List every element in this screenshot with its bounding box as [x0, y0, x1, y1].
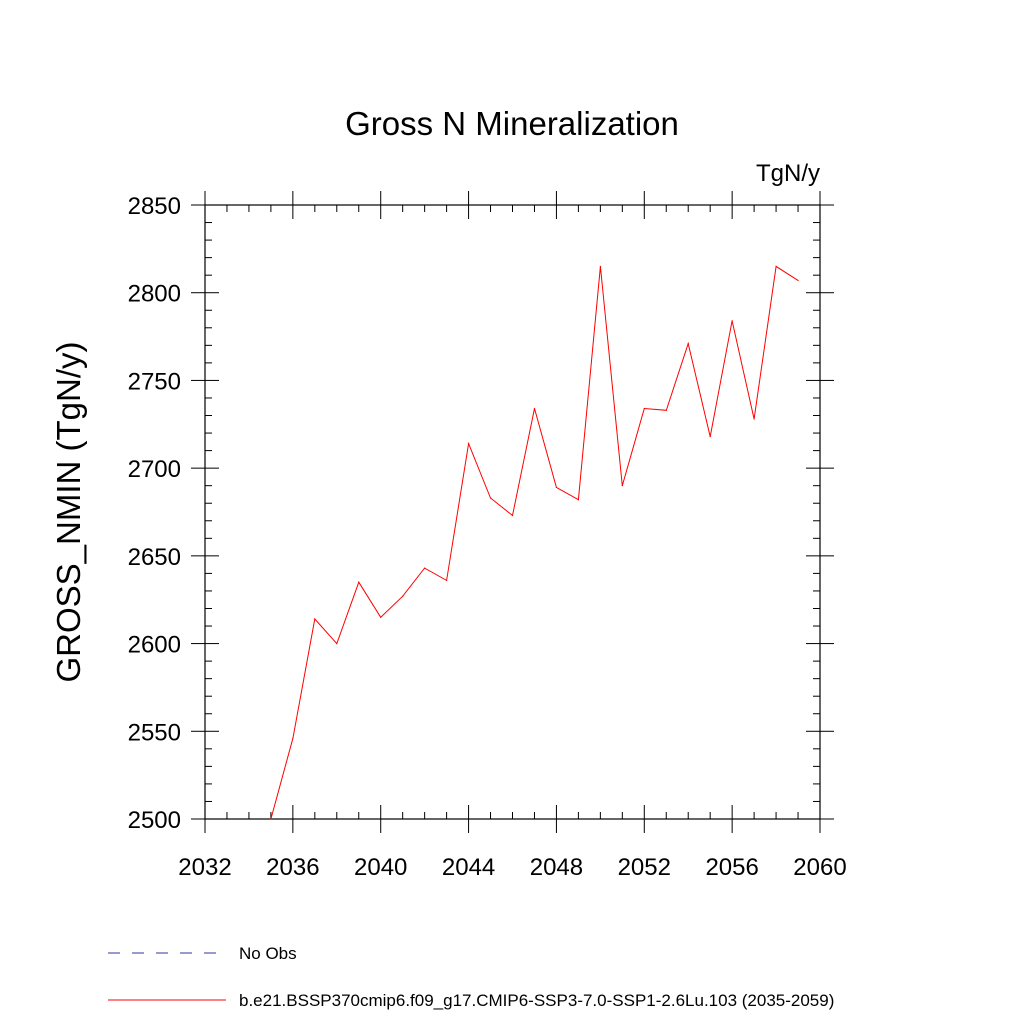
data-point — [489, 497, 492, 499]
data-point — [621, 485, 623, 487]
chart-title: Gross N Mineralization — [345, 105, 679, 142]
series-line — [270, 265, 799, 820]
y-tick-label: 2650 — [128, 544, 181, 571]
data-point — [709, 435, 711, 438]
ticks — [191, 191, 834, 833]
data-point — [358, 581, 360, 583]
x-tick-label: 2040 — [354, 854, 407, 881]
legend-label-no-obs: No Obs — [239, 944, 297, 963]
x-tick-label: 2060 — [793, 854, 846, 881]
y-tick-label: 2850 — [128, 193, 181, 220]
data-point — [731, 320, 733, 322]
data-point — [446, 579, 448, 582]
data-point — [511, 514, 514, 517]
y-tick-label: 2700 — [128, 456, 181, 483]
y-axis-label: GROSS_NMIN (TgN/y) — [50, 341, 87, 682]
x-tick-label: 2052 — [618, 854, 671, 881]
data-point — [467, 442, 470, 445]
data-point — [292, 737, 294, 739]
data-point — [533, 407, 536, 410]
data-point — [753, 418, 755, 420]
data-point — [797, 279, 799, 282]
y-tick-label: 2800 — [128, 281, 181, 308]
data-points — [270, 265, 799, 820]
legend: No Obs b.e21.BSSP370cmip6.f09_g17.CMIP6-… — [108, 944, 834, 1010]
data-point — [555, 486, 558, 489]
data-point — [665, 409, 667, 411]
x-tick-label: 2036 — [266, 854, 319, 881]
data-point — [577, 499, 579, 501]
data-point — [380, 616, 382, 618]
x-tick-label: 2056 — [705, 854, 758, 881]
x-tick-label: 2032 — [178, 854, 231, 881]
y-tick-label: 2550 — [128, 719, 181, 746]
x-tick-label: 2044 — [442, 854, 495, 881]
data-point — [314, 618, 316, 620]
data-point — [336, 642, 338, 645]
y-tick-label: 2750 — [128, 368, 181, 395]
x-tick-label: 2048 — [530, 854, 583, 881]
units-label: TgN/y — [756, 160, 820, 187]
data-point — [599, 265, 601, 267]
legend-label-series: b.e21.BSSP370cmip6.f09_g17.CMIP6-SSP3-7.… — [239, 991, 834, 1010]
y-tick-label: 2600 — [128, 632, 181, 659]
plot-frame — [204, 204, 821, 820]
y-tick-label: 2500 — [128, 807, 181, 834]
data-point — [643, 407, 645, 410]
data-point — [424, 567, 426, 569]
data-point — [775, 265, 777, 267]
data-point — [270, 818, 272, 820]
data-point — [687, 342, 689, 345]
data-point — [402, 595, 404, 597]
tick-labels: 2032 2036 2040 2044 2048 2052 2056 2060 2500 2550… — [128, 193, 847, 881]
